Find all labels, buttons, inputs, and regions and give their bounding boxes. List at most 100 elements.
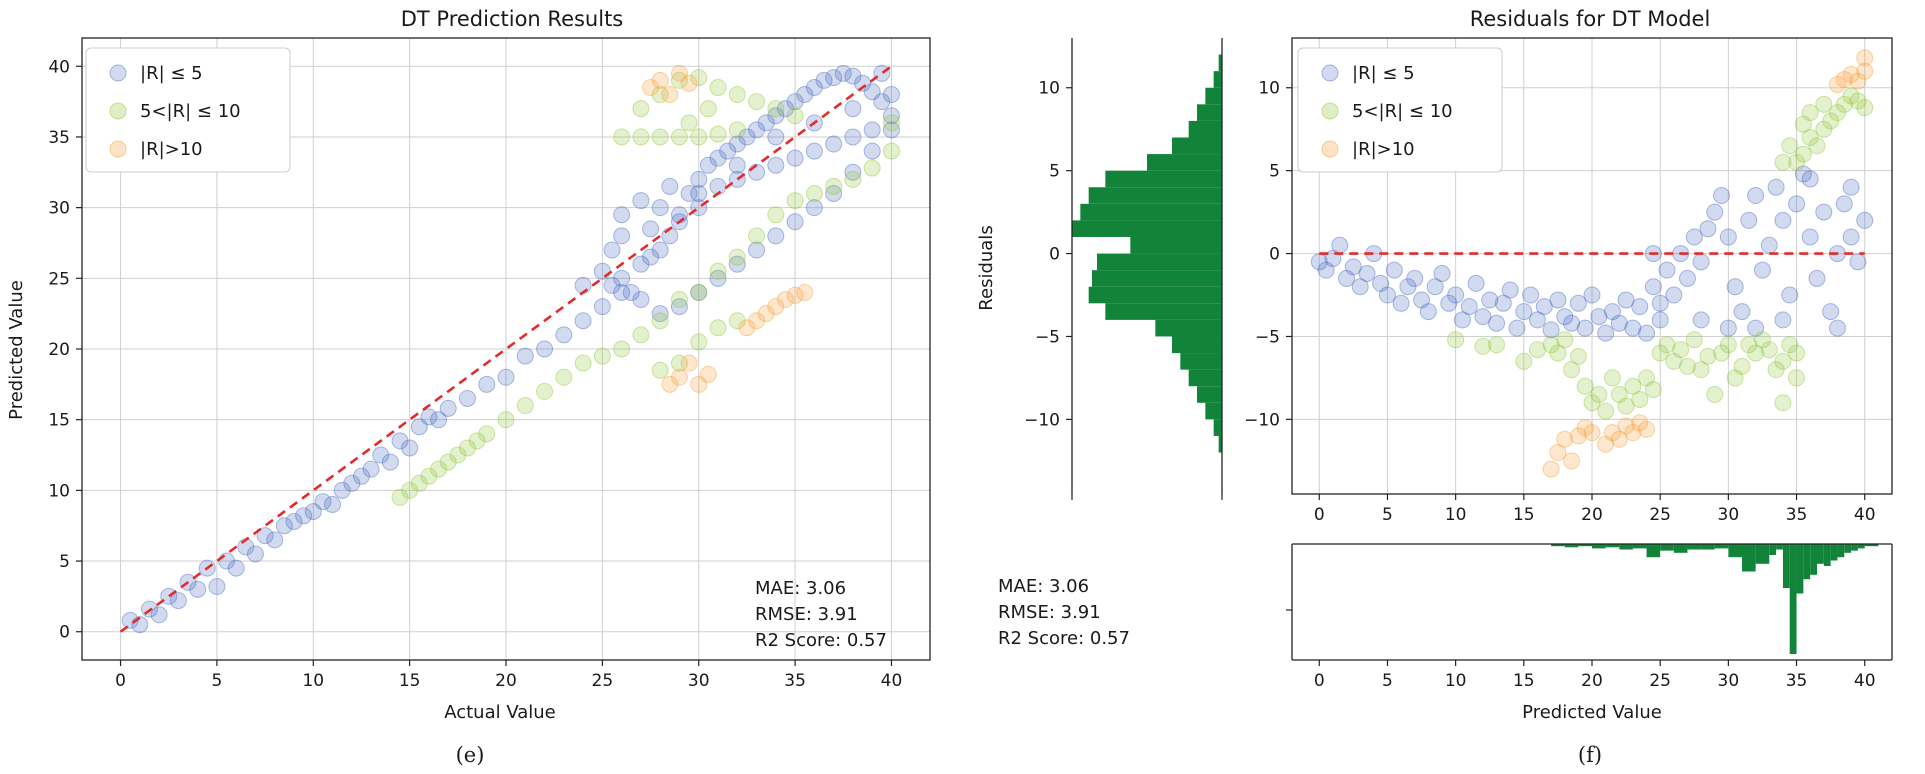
prediction-point-low [613,206,631,224]
residuals-point-low [1508,319,1526,337]
residuals-point-low [1638,324,1656,342]
predicted-histogram-bar [1701,544,1715,550]
predicted-histogram-bar [1803,544,1811,580]
prediction-point-low [324,496,342,513]
prediction-point-mid [593,347,611,365]
prediction-metrics: MAE: 3.06 RMSE: 3.91 R2 Score: 0.57 [755,578,887,651]
residual-histogram-bar [1092,270,1222,287]
residuals-title: Residuals for DT Model [1470,7,1711,31]
prediction-point-low [670,298,688,316]
residuals-point-low [1740,211,1758,229]
residuals-legend-box [1297,47,1503,173]
predicted-histogram-bars [1551,544,1879,654]
residual-histogram-ticks: 10 5 0 −5 −10 [1024,79,1072,430]
prediction-ticks: 0 5 10 15 20 25 30 35 40 0 5 10 15 20 25 30 35 40 [48,57,902,691]
prediction-legend-label-mid: 5<|R| ≤ 10 [140,101,241,122]
residuals-point-low [1426,278,1444,296]
residuals-point-low [1699,220,1717,238]
residuals-point-low [1494,294,1512,312]
residuals-point-mid [1794,145,1812,163]
residual-histogram-bar [1213,419,1222,436]
predicted-histogram-ticks: 0 5 10 15 20 25 30 35 40 [1314,660,1876,691]
residuals-point-mid [1801,128,1819,146]
prediction-point-mid [844,170,862,188]
predicted-histogram-bar [1592,544,1606,549]
residuals-point-mid [1760,341,1778,359]
residuals-point-low [1481,291,1499,309]
prediction-point-low [738,128,756,146]
predicted-histogram-bar [1660,544,1674,551]
residuals-point-high [1542,460,1560,478]
residuals-point-low [1747,187,1765,205]
prediction-point-low [362,460,380,478]
residuals-point-low [1822,303,1840,321]
residual-histogram-bar [1097,253,1222,271]
prediction-point-low [786,213,804,231]
residual-histogram-bar [1180,353,1222,370]
prediction-point-low [516,347,534,365]
prediction-point-low [728,255,746,273]
residuals-xtick-label: 25 [1649,505,1671,525]
prediction-point-low [882,121,900,139]
residuals-xtick-label: 5 [1382,505,1393,525]
prediction-ytick-label: 40 [48,57,70,77]
prediction-xtick-label: 0 [115,671,126,691]
residuals-point-mid [1801,104,1819,122]
prediction-point-low [844,100,862,118]
residuals-xtick-label: 10 [1445,505,1467,525]
prediction-point-high [642,78,660,96]
prediction-point-low [555,326,573,344]
prediction-point-mid [420,467,438,485]
prediction-point-high [661,86,679,104]
residuals-point-low [1440,294,1458,312]
residuals-ytick-label: 10 [1258,79,1280,99]
predicted-histogram-bar [1605,544,1620,548]
residuals-point-mid [1672,341,1690,359]
residuals-point-low [1842,228,1860,246]
prediction-point-high [661,375,679,393]
prediction-point-low [825,69,843,87]
prediction-point-low [304,503,322,521]
prediction-point-low [651,305,669,323]
prediction-point-mid [468,432,486,450]
predicted-histogram-bar [1830,544,1838,561]
prediction-point-mid [699,100,717,118]
residuals-point-low [1413,291,1431,309]
residuals-xtick-label: 20 [1581,505,1603,525]
predicted-histogram-bar [1673,544,1688,553]
residuals-point-mid [1488,336,1506,354]
prediction-point-low [333,481,351,499]
residuals-point-low [1583,286,1601,304]
prediction-point-low [661,177,679,195]
prediction-point-low [825,135,843,153]
residuals-ytick-label: 5 [1269,162,1280,182]
prediction-point-low [690,185,708,202]
residuals-point-low [1610,314,1628,332]
residuals-point-low [1651,311,1669,329]
residuals-point-low [1808,269,1826,287]
prediction-point-low [690,170,708,188]
prediction-point-high [680,354,698,372]
prediction-point-low [208,577,226,595]
prediction-point-mid [574,354,592,372]
residual-histogram-bar [1188,369,1222,387]
prediction-xtick-label: 10 [302,671,324,691]
prediction-point-low [430,411,448,429]
residuals-point-low [1781,286,1799,304]
residuals-point-mid [1699,347,1717,365]
prediction-point-low [613,269,631,287]
residuals-point-low [1801,170,1819,188]
residuals-point-low [1760,236,1778,254]
residuals-point-low [1542,321,1560,339]
residuals-xtick-label: 30 [1718,505,1740,525]
residuals-point-low [1331,236,1349,254]
residuals-point-mid [1631,390,1649,408]
prediction-point-high [748,312,766,330]
residual-histogram-bar [1155,319,1222,337]
prediction-xtick-label: 5 [211,671,222,691]
predicted-histogram-tick-label: 35 [1786,671,1808,691]
residuals-point-low [1774,311,1792,329]
prediction-ylabel: Predicted Value [6,280,27,420]
residuals-point-low [1515,303,1533,321]
residuals-point-mid [1549,344,1567,362]
